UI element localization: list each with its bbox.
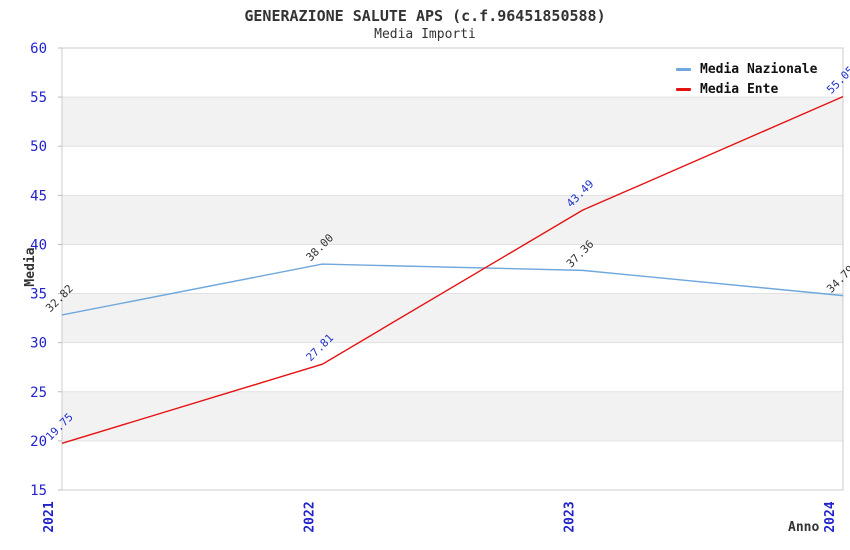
plot-band — [62, 440, 843, 490]
y-tick-label: 50 — [30, 139, 47, 155]
plot-border — [61, 47, 844, 491]
y-tick-label: 30 — [30, 336, 47, 352]
legend: Media Nazionale Media Ente — [676, 62, 817, 97]
plot-band — [62, 391, 843, 441]
legend-item-media-ente: Media Ente — [676, 82, 817, 97]
legend-item-media-nazionale: Media Nazionale — [676, 62, 817, 77]
y-tick-label: 45 — [30, 188, 47, 204]
series-line-media-ente — [61, 95, 844, 445]
legend-swatch-nazionale-icon — [676, 68, 691, 71]
plot-band — [62, 293, 843, 343]
y-tick-label: 60 — [30, 41, 47, 57]
x-tick-label: 2022 — [302, 501, 317, 532]
y-tick-label: 25 — [30, 385, 47, 401]
x-tick-label: 2023 — [563, 501, 578, 532]
plot-band — [62, 146, 843, 196]
y-axis-title: Media — [23, 247, 38, 287]
legend-label: Media Nazionale — [700, 62, 818, 77]
plot-band — [62, 48, 843, 98]
chart-title: GENERAZIONE SALUTE APS (c.f.96451850588) — [244, 7, 606, 25]
x-tick-label: 2021 — [42, 501, 57, 532]
plot-band — [62, 195, 843, 245]
plot-band — [62, 244, 843, 294]
series-line-media-nazionale — [61, 263, 844, 316]
legend-swatch-ente-icon — [676, 88, 691, 91]
y-tick-label: 20 — [30, 434, 47, 450]
x-tick-label: 2024 — [823, 501, 838, 532]
chart-subtitle: Media Importi — [374, 27, 476, 42]
plot-band — [62, 342, 843, 392]
x-axis-title: Anno — [788, 520, 820, 535]
plot-band — [62, 97, 843, 147]
y-tick-label: 40 — [30, 237, 47, 253]
y-tick-label: 15 — [30, 483, 47, 499]
legend-label: Media Ente — [700, 82, 779, 97]
y-tick-label: 35 — [30, 287, 47, 303]
y-tick-label: 55 — [30, 90, 47, 106]
